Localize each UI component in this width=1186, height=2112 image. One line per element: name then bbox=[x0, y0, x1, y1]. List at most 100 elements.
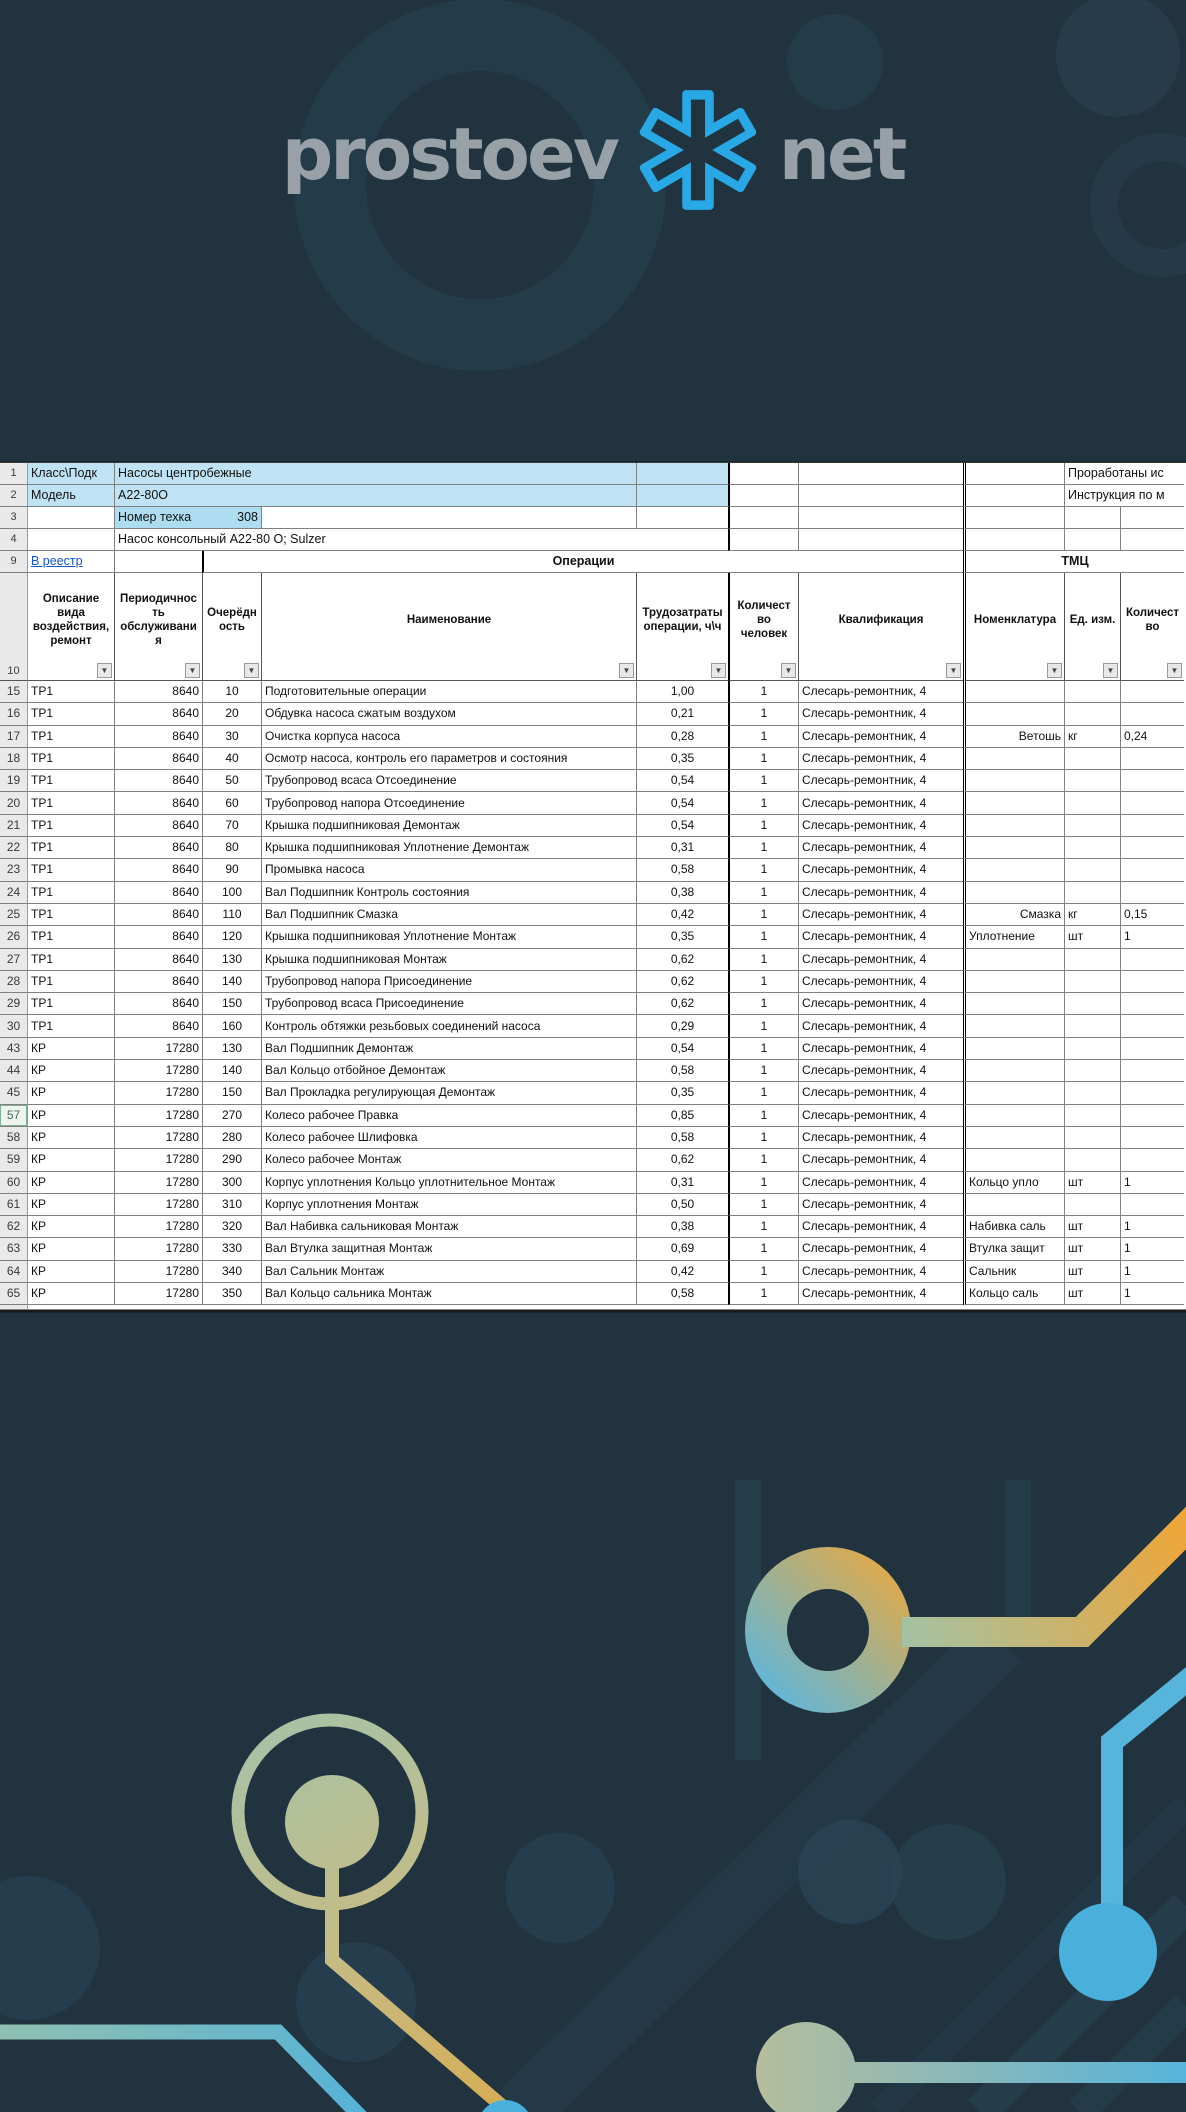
empty-cell[interactable] bbox=[799, 507, 964, 529]
people-cell[interactable]: 1 bbox=[728, 1082, 799, 1105]
name-cell[interactable]: Трубопровод напора Отсоединение bbox=[262, 792, 637, 815]
nomenclature-cell[interactable] bbox=[963, 881, 1065, 904]
column-header-labor[interactable]: Трудозатраты операции, ч\ч ▼ bbox=[637, 573, 729, 681]
unit-cell[interactable] bbox=[1065, 1037, 1121, 1061]
type-cell[interactable]: ТР1 bbox=[28, 703, 115, 726]
type-cell[interactable]: ТР1 bbox=[28, 725, 115, 748]
qualification-cell[interactable]: Слесарь-ремонтник, 4 bbox=[799, 1082, 964, 1105]
quantity-cell[interactable] bbox=[1121, 792, 1184, 815]
order-cell[interactable]: 330 bbox=[203, 1238, 262, 1261]
nomenclature-cell[interactable]: Смазка bbox=[963, 903, 1065, 927]
order-cell[interactable]: 150 bbox=[203, 1082, 262, 1105]
qualification-cell[interactable]: Слесарь-ремонтник, 4 bbox=[799, 1126, 964, 1150]
row-number-cell[interactable]: 3 bbox=[0, 507, 28, 529]
row-number-cell[interactable]: 25 bbox=[0, 903, 28, 927]
name-cell[interactable]: Крышка подшипниковая Монтаж bbox=[262, 948, 637, 971]
qualification-cell[interactable]: Слесарь-ремонтник, 4 bbox=[799, 903, 964, 927]
nomenclature-cell[interactable]: Кольцо саль bbox=[963, 1283, 1065, 1306]
qualification-cell[interactable]: Слесарь-ремонтник, 4 bbox=[799, 770, 964, 793]
empty-cell[interactable] bbox=[28, 507, 115, 529]
name-cell[interactable]: Обдувка насоса сжатым воздухом bbox=[262, 703, 637, 726]
name-cell[interactable]: Промывка насоса bbox=[262, 859, 637, 882]
name-cell[interactable]: Вал Подшипник Демонтаж bbox=[262, 1037, 637, 1061]
qualification-cell[interactable]: Слесарь-ремонтник, 4 bbox=[799, 1037, 964, 1061]
name-cell[interactable]: Трубопровод напора Присоединение bbox=[262, 970, 637, 994]
unit-cell[interactable] bbox=[1065, 1104, 1121, 1127]
row-number-cell[interactable]: 2 bbox=[0, 485, 28, 507]
name-cell[interactable]: Очистка корпуса насоса bbox=[262, 725, 637, 748]
row-number-cell[interactable]: 19 bbox=[0, 770, 28, 793]
column-header-quantity[interactable]: Количество ▼ bbox=[1121, 573, 1184, 681]
nomenclature-cell[interactable] bbox=[963, 1193, 1065, 1217]
order-cell[interactable]: 340 bbox=[203, 1260, 262, 1284]
qualification-cell[interactable]: Слесарь-ремонтник, 4 bbox=[799, 814, 964, 838]
type-cell[interactable]: КР bbox=[28, 1171, 115, 1194]
people-cell[interactable]: 1 bbox=[728, 792, 799, 815]
row-number-cell[interactable]: 57 bbox=[0, 1104, 28, 1127]
column-header-unit[interactable]: Ед. изм. ▼ bbox=[1065, 573, 1121, 681]
registry-link[interactable]: В реестр bbox=[31, 553, 83, 568]
qualification-cell[interactable]: Слесарь-ремонтник, 4 bbox=[799, 725, 964, 748]
labor-cell[interactable]: 0,58 bbox=[637, 859, 729, 882]
labor-cell[interactable]: 0,31 bbox=[637, 1171, 729, 1194]
name-cell[interactable]: Трубопровод всаса Присоединение bbox=[262, 993, 637, 1016]
labor-cell[interactable]: 0,35 bbox=[637, 1082, 729, 1105]
order-cell[interactable]: 300 bbox=[203, 1171, 262, 1194]
row-number-cell[interactable]: 15 bbox=[0, 681, 28, 704]
nomenclature-cell[interactable]: Набивка саль bbox=[963, 1216, 1065, 1239]
unit-cell[interactable] bbox=[1065, 703, 1121, 726]
name-cell[interactable]: Колесо рабочее Шлифовка bbox=[262, 1126, 637, 1150]
row-number-cell[interactable]: 17 bbox=[0, 725, 28, 748]
people-cell[interactable]: 1 bbox=[728, 1126, 799, 1150]
people-cell[interactable]: 1 bbox=[728, 1260, 799, 1284]
unit-cell[interactable]: шт bbox=[1065, 1283, 1121, 1306]
period-cell[interactable]: 8640 bbox=[115, 681, 203, 704]
name-cell[interactable]: Вал Сальник Монтаж bbox=[262, 1260, 637, 1284]
column-header-type[interactable]: Описание вида воздействия, ремонт ▼ bbox=[28, 573, 115, 681]
order-cell[interactable]: 140 bbox=[203, 970, 262, 994]
qualification-cell[interactable]: Слесарь-ремонтник, 4 bbox=[799, 837, 964, 860]
labor-cell[interactable]: 0,21 bbox=[637, 703, 729, 726]
quantity-cell[interactable]: 0,15 bbox=[1121, 903, 1184, 927]
quantity-cell[interactable]: 1 bbox=[1121, 1216, 1184, 1239]
quantity-cell[interactable]: 1 bbox=[1121, 1283, 1184, 1306]
nomenclature-cell[interactable] bbox=[963, 1104, 1065, 1127]
name-cell[interactable]: Крышка подшипниковая Уплотнение Демонтаж bbox=[262, 837, 637, 860]
quantity-cell[interactable] bbox=[1121, 970, 1184, 994]
quantity-cell[interactable] bbox=[1121, 1037, 1184, 1061]
column-header-period[interactable]: Периодичность обслуживания ▼ bbox=[115, 573, 203, 681]
nomenclature-cell[interactable] bbox=[963, 948, 1065, 971]
row-number-cell[interactable]: 20 bbox=[0, 792, 28, 815]
unit-cell[interactable] bbox=[1065, 747, 1121, 771]
people-cell[interactable]: 1 bbox=[728, 1283, 799, 1306]
type-cell[interactable]: ТР1 bbox=[28, 993, 115, 1016]
order-cell[interactable]: 90 bbox=[203, 859, 262, 882]
empty-cell[interactable] bbox=[728, 485, 799, 507]
people-cell[interactable]: 1 bbox=[728, 1193, 799, 1217]
name-cell[interactable]: Колесо рабочее Правка bbox=[262, 1104, 637, 1127]
labor-cell[interactable]: 0,54 bbox=[637, 792, 729, 815]
unit-cell[interactable] bbox=[1065, 814, 1121, 838]
order-cell[interactable]: 350 bbox=[203, 1283, 262, 1306]
column-header-nomenclature[interactable]: Номенклатура ▼ bbox=[963, 573, 1065, 681]
nomenclature-cell[interactable]: Уплотнение bbox=[963, 926, 1065, 949]
nomenclature-cell[interactable] bbox=[963, 747, 1065, 771]
quantity-cell[interactable]: 1 bbox=[1121, 1238, 1184, 1261]
name-cell[interactable]: Подготовительные операции bbox=[262, 681, 637, 704]
row-number-cell[interactable]: 58 bbox=[0, 1126, 28, 1150]
column-header-people[interactable]: Количество человек ▼ bbox=[728, 573, 799, 681]
nomenclature-cell[interactable] bbox=[963, 993, 1065, 1016]
people-cell[interactable]: 1 bbox=[728, 1037, 799, 1061]
empty-cell[interactable] bbox=[963, 463, 1065, 485]
row-number-cell[interactable]: 24 bbox=[0, 881, 28, 904]
unit-cell[interactable] bbox=[1065, 948, 1121, 971]
unit-cell[interactable] bbox=[1065, 993, 1121, 1016]
labor-cell[interactable]: 0,54 bbox=[637, 814, 729, 838]
people-cell[interactable]: 1 bbox=[728, 1060, 799, 1083]
nomenclature-cell[interactable]: Ветошь bbox=[963, 725, 1065, 748]
class-label-cell[interactable]: Класс\Подк bbox=[28, 463, 115, 485]
quantity-cell[interactable]: 1 bbox=[1121, 1260, 1184, 1284]
row-number-cell[interactable]: 61 bbox=[0, 1193, 28, 1217]
filter-dropdown-icon[interactable]: ▼ bbox=[244, 663, 259, 678]
row-number-cell[interactable]: 26 bbox=[0, 926, 28, 949]
